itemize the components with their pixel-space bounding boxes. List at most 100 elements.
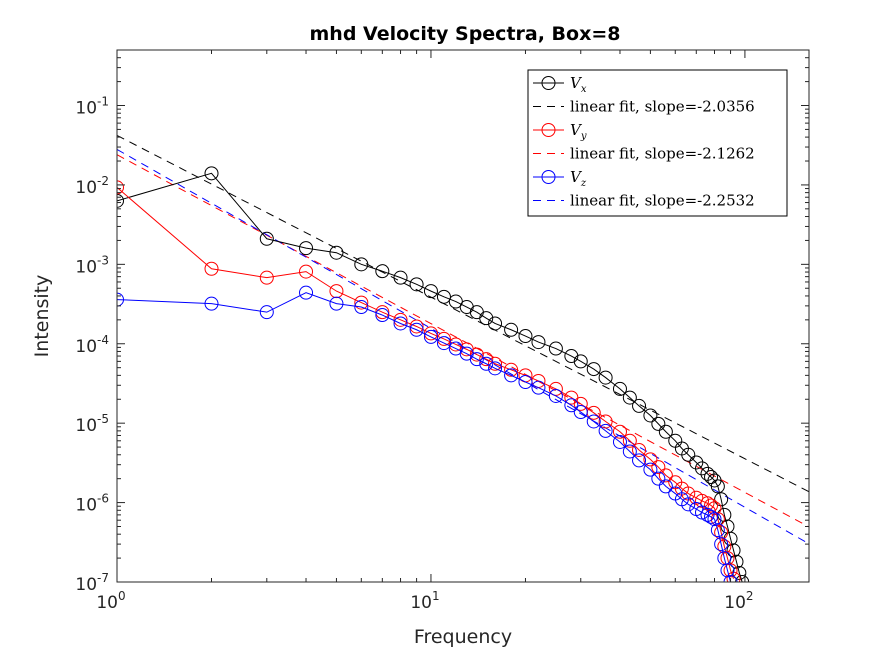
data-point-vy-8 bbox=[409, 319, 424, 334]
data-point-vz-38 bbox=[710, 523, 725, 538]
data-point-vy-23 bbox=[598, 414, 613, 429]
data-point-vy-0 bbox=[117, 180, 124, 195]
data-point-vx-21 bbox=[573, 354, 588, 369]
y-tick-base: 10 bbox=[75, 178, 97, 198]
data-point-vx-34 bbox=[695, 461, 710, 476]
series-group bbox=[117, 134, 809, 582]
data-point-vx-22 bbox=[586, 362, 601, 377]
data-point-vx-4 bbox=[329, 245, 344, 260]
data-point-vz-4 bbox=[329, 296, 344, 311]
data-point-vy-27 bbox=[643, 452, 658, 467]
x-tick-base: 10 bbox=[96, 593, 118, 613]
y-tick-label: 10-2 bbox=[75, 174, 109, 198]
data-point-vx-45 bbox=[732, 565, 747, 580]
data-point-vy-39 bbox=[714, 525, 729, 540]
data-point-vx-39 bbox=[714, 492, 729, 507]
x-tick-exponent: 2 bbox=[746, 589, 754, 603]
x-tick-label: 100 bbox=[96, 589, 125, 613]
y-tick-label: 10-5 bbox=[75, 412, 109, 436]
data-point-vz-20 bbox=[564, 398, 579, 413]
data-point-vx-2 bbox=[259, 231, 274, 246]
legend-symbol: V bbox=[570, 168, 583, 186]
data-point-vz-15 bbox=[488, 361, 503, 376]
data-point-vz-36 bbox=[704, 509, 719, 524]
data-point-vz-25 bbox=[622, 444, 637, 459]
data-point-vx-24 bbox=[612, 381, 627, 396]
data-point-vz-27 bbox=[643, 462, 658, 477]
y-tick-exponent: -6 bbox=[97, 492, 109, 506]
data-point-vz-21 bbox=[573, 405, 588, 420]
data-point-vy-2 bbox=[259, 270, 274, 285]
data-point-vz-6 bbox=[375, 308, 390, 323]
legend-label-vyfit: linear fit, slope=-2.1262 bbox=[570, 145, 755, 163]
data-point-vz-0 bbox=[117, 292, 124, 307]
legend-label-vz: Vz bbox=[570, 168, 587, 189]
data-point-vz-13 bbox=[469, 352, 484, 367]
x-axis-ticks: 100 101 102 bbox=[96, 50, 754, 613]
legend-box bbox=[527, 69, 788, 217]
data-point-vx-10 bbox=[436, 289, 451, 304]
data-point-vx-29 bbox=[658, 424, 673, 439]
data-point-vx-14 bbox=[479, 311, 494, 326]
data-point-vy-14 bbox=[479, 352, 494, 367]
data-point-vy-29 bbox=[658, 468, 673, 483]
data-point-vz-10 bbox=[436, 336, 451, 351]
data-point-vz-24 bbox=[612, 434, 627, 449]
data-point-vx-9 bbox=[423, 284, 438, 299]
data-point-vz-8 bbox=[409, 322, 424, 337]
data-point-vx-7 bbox=[393, 270, 408, 285]
data-point-vx-8 bbox=[409, 277, 424, 292]
data-point-vy-36 bbox=[704, 498, 719, 513]
data-point-vz-42 bbox=[723, 575, 738, 582]
data-point-vy-38 bbox=[710, 512, 725, 527]
x-tick-base: 10 bbox=[410, 593, 432, 613]
y-tick-exponent: -7 bbox=[97, 571, 109, 585]
data-point-vz-35 bbox=[700, 507, 715, 522]
y-tick-label: 10-3 bbox=[75, 253, 109, 277]
data-point-vz-39 bbox=[714, 537, 729, 552]
data-point-vx-32 bbox=[681, 447, 696, 462]
legend-label-vx: Vx bbox=[570, 74, 587, 95]
data-point-vy-5 bbox=[354, 295, 369, 310]
legend-marker-vz bbox=[541, 170, 556, 184]
data-point-vx-0 bbox=[117, 193, 124, 208]
data-point-vx-15 bbox=[488, 316, 503, 331]
fit-line-vyfit bbox=[117, 154, 809, 528]
y-tick-exponent: -2 bbox=[97, 174, 109, 188]
data-point-vz-32 bbox=[681, 497, 696, 512]
data-point-vz-17 bbox=[518, 374, 533, 389]
data-point-vx-33 bbox=[689, 455, 704, 470]
data-point-vz-41 bbox=[720, 563, 735, 578]
data-point-vx-6 bbox=[375, 264, 390, 279]
x-axis-label: Frequency bbox=[414, 626, 512, 648]
data-point-vz-18 bbox=[531, 380, 546, 395]
data-point-vy-42 bbox=[723, 563, 738, 578]
data-point-vz-1 bbox=[204, 296, 219, 311]
data-point-vx-28 bbox=[651, 416, 666, 431]
data-point-vx-5 bbox=[354, 257, 369, 272]
x-tick-label: 102 bbox=[724, 589, 753, 613]
data-point-vy-15 bbox=[488, 356, 503, 371]
y-axis-label: Intensity bbox=[31, 275, 53, 358]
legend-symbol: V bbox=[570, 121, 583, 139]
axes-box bbox=[116, 49, 810, 583]
y-tick-base: 10 bbox=[75, 496, 97, 516]
y-tick-base: 10 bbox=[75, 416, 97, 436]
data-point-vy-21 bbox=[573, 396, 588, 411]
data-point-vz-2 bbox=[259, 305, 274, 320]
legend-label-vxfit: linear fit, slope=-2.0356 bbox=[570, 98, 755, 116]
data-point-vx-38 bbox=[710, 479, 725, 494]
data-point-vz-26 bbox=[632, 453, 647, 468]
series-line-vy bbox=[117, 187, 735, 579]
y-tick-label: 10-7 bbox=[75, 571, 109, 595]
fit-line-vzfit bbox=[117, 148, 809, 545]
legend-symbol: V bbox=[570, 74, 583, 92]
y-tick-exponent: -3 bbox=[97, 253, 109, 267]
y-tick-label: 10-6 bbox=[75, 492, 109, 516]
data-point-vz-7 bbox=[393, 316, 408, 331]
data-point-vy-40 bbox=[717, 539, 732, 554]
chart-title: mhd Velocity Spectra, Box=8 bbox=[310, 23, 621, 45]
data-point-vx-19 bbox=[548, 341, 563, 356]
data-point-vy-24 bbox=[612, 424, 627, 439]
